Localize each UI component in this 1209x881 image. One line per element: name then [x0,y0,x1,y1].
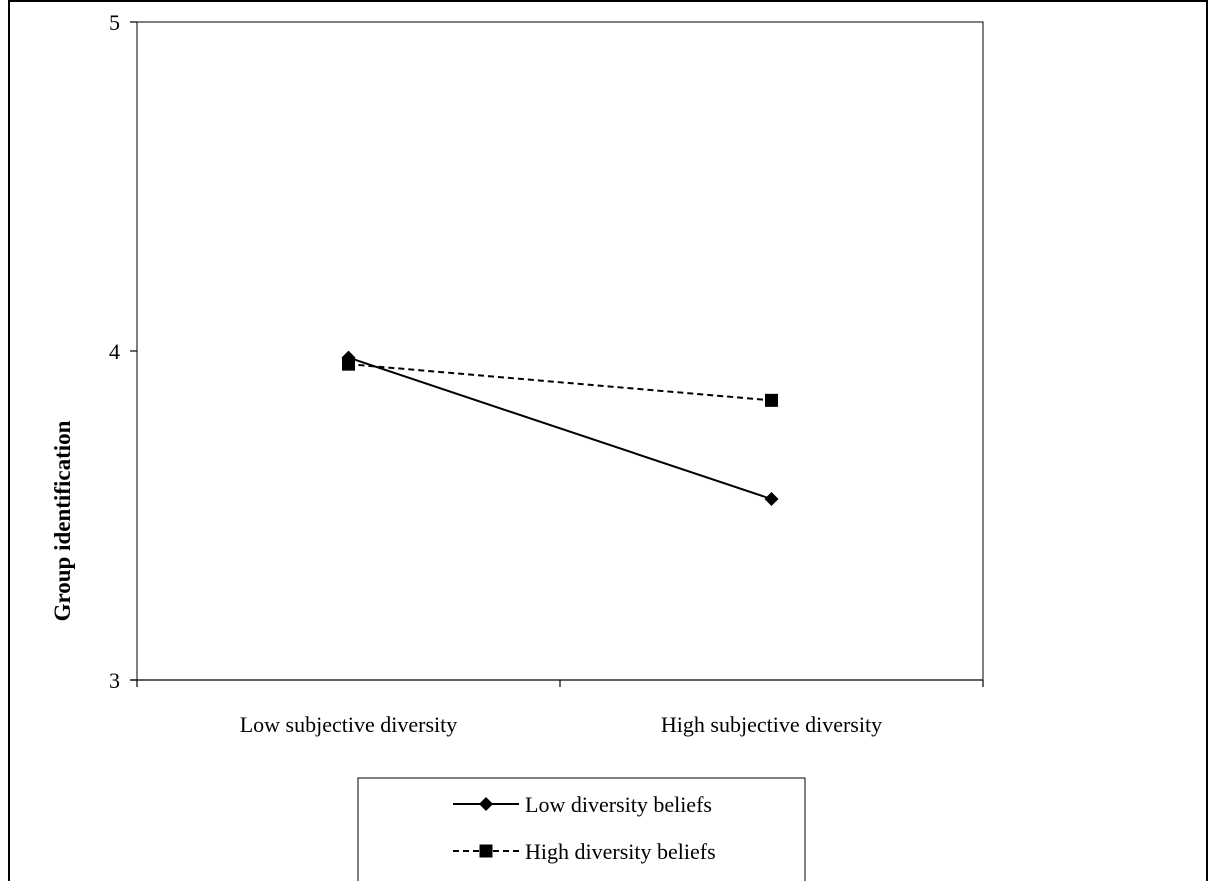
legend: Low diversity beliefs High diversity beli… [357,777,806,881]
legend-item: Low diversity beliefs [453,792,712,817]
y-tick-label: 4 [109,339,120,364]
x-tick-label: High subjective diversity [661,712,882,737]
plot-area [136,21,984,681]
x-axis-ticks: Low subjective diversity High subjective … [136,680,984,737]
series-line [348,363,772,402]
series-1 [341,350,779,507]
legend-label: High diversity beliefs [525,839,716,864]
y-axis-title: Group identification [50,420,75,621]
legend-swatch-marker [479,844,493,858]
series-2 [342,357,778,407]
data-point [765,393,778,407]
x-tick-label: Low subjective diversity [240,712,458,737]
series-layer [341,350,779,507]
chart-frame [8,0,1208,881]
data-point [764,492,779,507]
legend-item: High diversity beliefs [453,839,716,864]
y-axis-ticks: 3 4 5 [109,10,137,693]
series-line [348,356,772,500]
y-tick-label: 3 [109,668,120,693]
legend-swatch-marker [479,797,493,811]
y-tick-label: 5 [109,10,120,35]
legend-label: Low diversity beliefs [525,792,712,817]
data-point [342,357,355,371]
legend-box [357,777,806,881]
